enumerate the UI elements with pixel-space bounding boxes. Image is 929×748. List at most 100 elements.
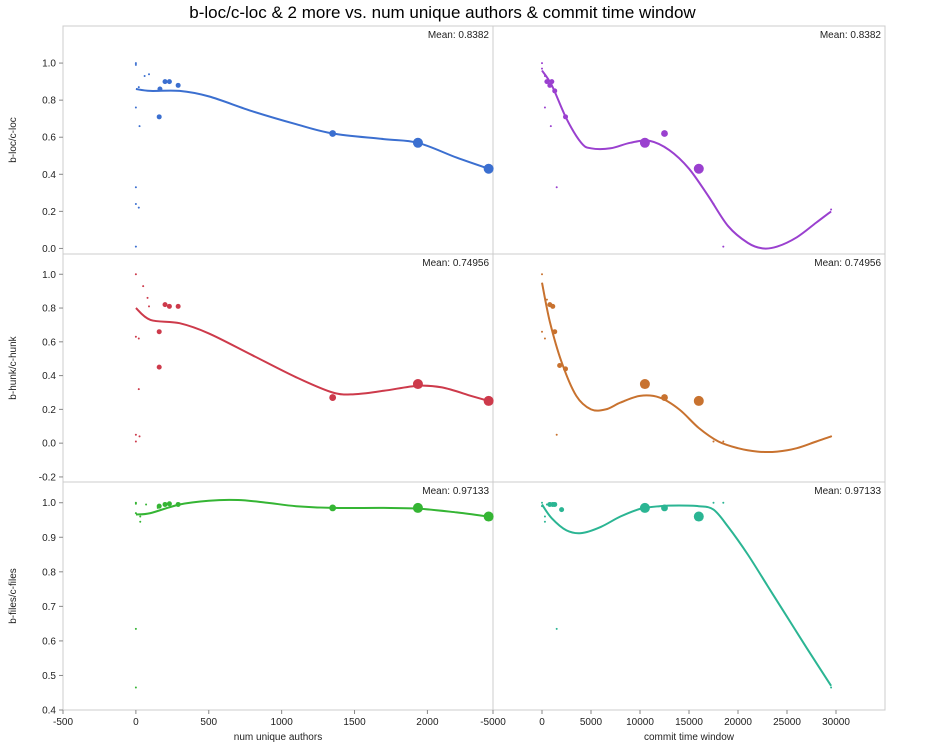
data-point: [156, 114, 162, 120]
data-point: [137, 86, 140, 89]
data-point: [830, 208, 833, 211]
data-point: [483, 511, 494, 522]
y-tick-label: 0.8: [42, 304, 56, 315]
data-point: [134, 62, 137, 65]
chart-title: b-loc/c-loc & 2 more vs. num unique auth…: [189, 3, 696, 22]
data-point: [552, 88, 558, 94]
data-point: [543, 337, 546, 340]
data-point: [162, 302, 168, 308]
data-point: [563, 366, 569, 372]
data-point: [175, 303, 181, 309]
data-point: [661, 130, 668, 137]
data-point: [712, 440, 715, 443]
data-point: [555, 186, 558, 189]
y-tick-label: 0.6: [42, 636, 56, 647]
chart-marks: [134, 62, 833, 689]
data-point: [138, 435, 141, 438]
x-tick-label: 15000: [675, 717, 703, 728]
data-point: [541, 67, 543, 70]
data-point: [166, 303, 172, 309]
y-tick-label: 0.8: [42, 96, 56, 107]
y-tick-label: 0.2: [42, 405, 56, 416]
data-point: [541, 62, 543, 65]
data-point: [549, 79, 555, 85]
y-tick-label: 1.0: [42, 498, 56, 509]
data-point: [134, 512, 137, 515]
y-axis-label: b-loc/c-loc: [8, 117, 19, 163]
x-tick-label: 25000: [773, 717, 801, 728]
data-point: [693, 511, 704, 522]
data-point: [550, 303, 556, 309]
mean-label: Mean: 0.8382: [428, 30, 490, 41]
y-tick-label: 0.6: [42, 337, 56, 348]
plot-frame: [62, 25, 886, 711]
y-tick-label: 0.2: [42, 207, 56, 218]
data-point: [712, 501, 715, 504]
y-tick-label: 0.6: [42, 133, 56, 144]
data-point: [547, 82, 553, 88]
x-tick-label: 2000: [416, 717, 439, 728]
data-point: [148, 305, 150, 308]
y-tick-label: 1.0: [42, 270, 56, 281]
data-point: [639, 502, 650, 513]
data-point: [830, 686, 833, 689]
data-point: [544, 79, 550, 85]
x-tick-label: 1500: [343, 717, 366, 728]
data-point: [412, 502, 423, 513]
y-tick-label: 0.4: [42, 170, 56, 181]
x-tick-label: -500: [53, 717, 73, 728]
data-point: [134, 106, 137, 109]
data-point: [559, 507, 565, 513]
y-tick-label: 0.0: [42, 244, 56, 255]
data-point: [137, 206, 140, 209]
x-tick-label: 0: [539, 717, 545, 728]
data-point: [137, 388, 140, 391]
data-point: [137, 337, 140, 340]
trend-curve: [541, 503, 832, 687]
data-point: [541, 330, 543, 333]
data-point: [329, 504, 337, 512]
mean-label: Mean: 0.97133: [814, 486, 881, 497]
data-point: [552, 329, 558, 335]
data-point: [134, 627, 137, 630]
y-axis-label: b-files/c-files: [8, 568, 19, 624]
data-point: [722, 245, 725, 248]
x-tick-label: 1000: [271, 717, 294, 728]
mean-label: Mean: 0.74956: [814, 258, 881, 269]
data-point: [483, 163, 494, 174]
data-point: [175, 82, 181, 88]
data-point: [639, 137, 650, 148]
data-point: [143, 75, 146, 78]
data-point: [156, 329, 162, 335]
data-point: [549, 125, 552, 128]
data-point: [693, 395, 704, 406]
data-point: [134, 63, 137, 66]
y-tick-label: 0.4: [42, 706, 56, 717]
data-point: [156, 503, 162, 509]
plot-border: [62, 25, 886, 711]
data-point: [412, 379, 423, 390]
data-point: [329, 394, 337, 401]
data-point: [412, 137, 423, 148]
x-axis-label: num unique authors: [234, 732, 322, 743]
x-tick-label: 5000: [580, 717, 603, 728]
x-tick-label: 30000: [822, 717, 850, 728]
mean-label: Mean: 0.74956: [422, 258, 489, 269]
x-axis-label: commit time window: [644, 732, 735, 743]
data-point: [693, 163, 704, 174]
trend-curve: [135, 498, 489, 518]
data-point: [145, 503, 148, 506]
y-tick-label: 0.5: [42, 671, 56, 682]
data-point: [148, 73, 150, 76]
data-point: [138, 125, 141, 128]
data-point: [722, 501, 725, 504]
data-point: [555, 433, 558, 436]
data-point: [156, 364, 162, 370]
trend-curve: [541, 282, 832, 454]
data-point: [142, 285, 145, 288]
data-point: [134, 686, 137, 689]
data-point: [139, 520, 142, 523]
mean-label: Mean: 0.8382: [820, 30, 882, 41]
data-point: [146, 296, 149, 299]
